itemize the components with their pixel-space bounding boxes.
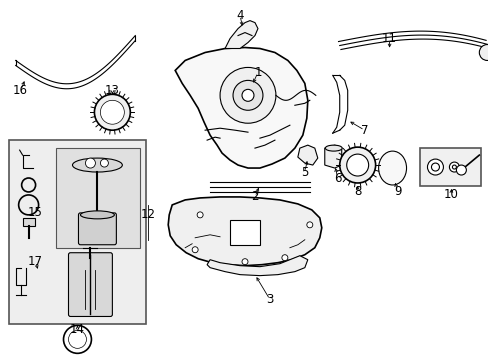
- Circle shape: [430, 163, 439, 171]
- Circle shape: [346, 154, 368, 176]
- Text: 2: 2: [251, 190, 258, 203]
- Text: 7: 7: [360, 124, 367, 137]
- Text: 16: 16: [13, 84, 28, 97]
- Circle shape: [233, 80, 263, 110]
- Circle shape: [197, 212, 203, 218]
- Text: 8: 8: [353, 185, 361, 198]
- Circle shape: [427, 159, 443, 175]
- FancyBboxPatch shape: [9, 140, 146, 324]
- Circle shape: [85, 158, 95, 168]
- Text: 12: 12: [141, 208, 156, 221]
- Circle shape: [242, 89, 253, 101]
- Circle shape: [306, 222, 312, 228]
- Ellipse shape: [378, 151, 406, 185]
- FancyBboxPatch shape: [56, 148, 140, 248]
- Circle shape: [478, 45, 488, 60]
- Text: 15: 15: [28, 206, 43, 219]
- Circle shape: [220, 67, 275, 123]
- Circle shape: [281, 255, 287, 261]
- Ellipse shape: [72, 158, 122, 172]
- Text: 9: 9: [393, 185, 401, 198]
- FancyBboxPatch shape: [78, 213, 116, 245]
- Circle shape: [100, 100, 124, 124]
- FancyBboxPatch shape: [22, 218, 35, 226]
- Text: 10: 10: [443, 188, 458, 202]
- Polygon shape: [324, 145, 341, 168]
- Polygon shape: [224, 21, 258, 49]
- Circle shape: [339, 147, 375, 183]
- Polygon shape: [168, 197, 321, 266]
- Text: 14: 14: [70, 323, 85, 336]
- Text: 3: 3: [265, 293, 273, 306]
- Text: 1: 1: [254, 66, 261, 79]
- Polygon shape: [297, 145, 317, 165]
- Ellipse shape: [81, 211, 114, 219]
- FancyBboxPatch shape: [419, 148, 480, 186]
- Text: 6: 6: [333, 171, 341, 185]
- Polygon shape: [207, 256, 307, 276]
- Circle shape: [451, 165, 455, 169]
- Text: 13: 13: [105, 84, 120, 97]
- Polygon shape: [229, 220, 260, 245]
- Text: 5: 5: [301, 166, 308, 179]
- Circle shape: [242, 259, 247, 265]
- Text: 17: 17: [28, 255, 43, 268]
- Circle shape: [448, 162, 458, 172]
- Ellipse shape: [325, 145, 342, 151]
- Text: 4: 4: [236, 9, 243, 22]
- Polygon shape: [175, 48, 307, 168]
- FancyBboxPatch shape: [68, 253, 112, 316]
- Text: 11: 11: [381, 32, 396, 45]
- Circle shape: [94, 94, 130, 130]
- Circle shape: [192, 247, 198, 253]
- Circle shape: [455, 165, 466, 175]
- Circle shape: [100, 159, 108, 167]
